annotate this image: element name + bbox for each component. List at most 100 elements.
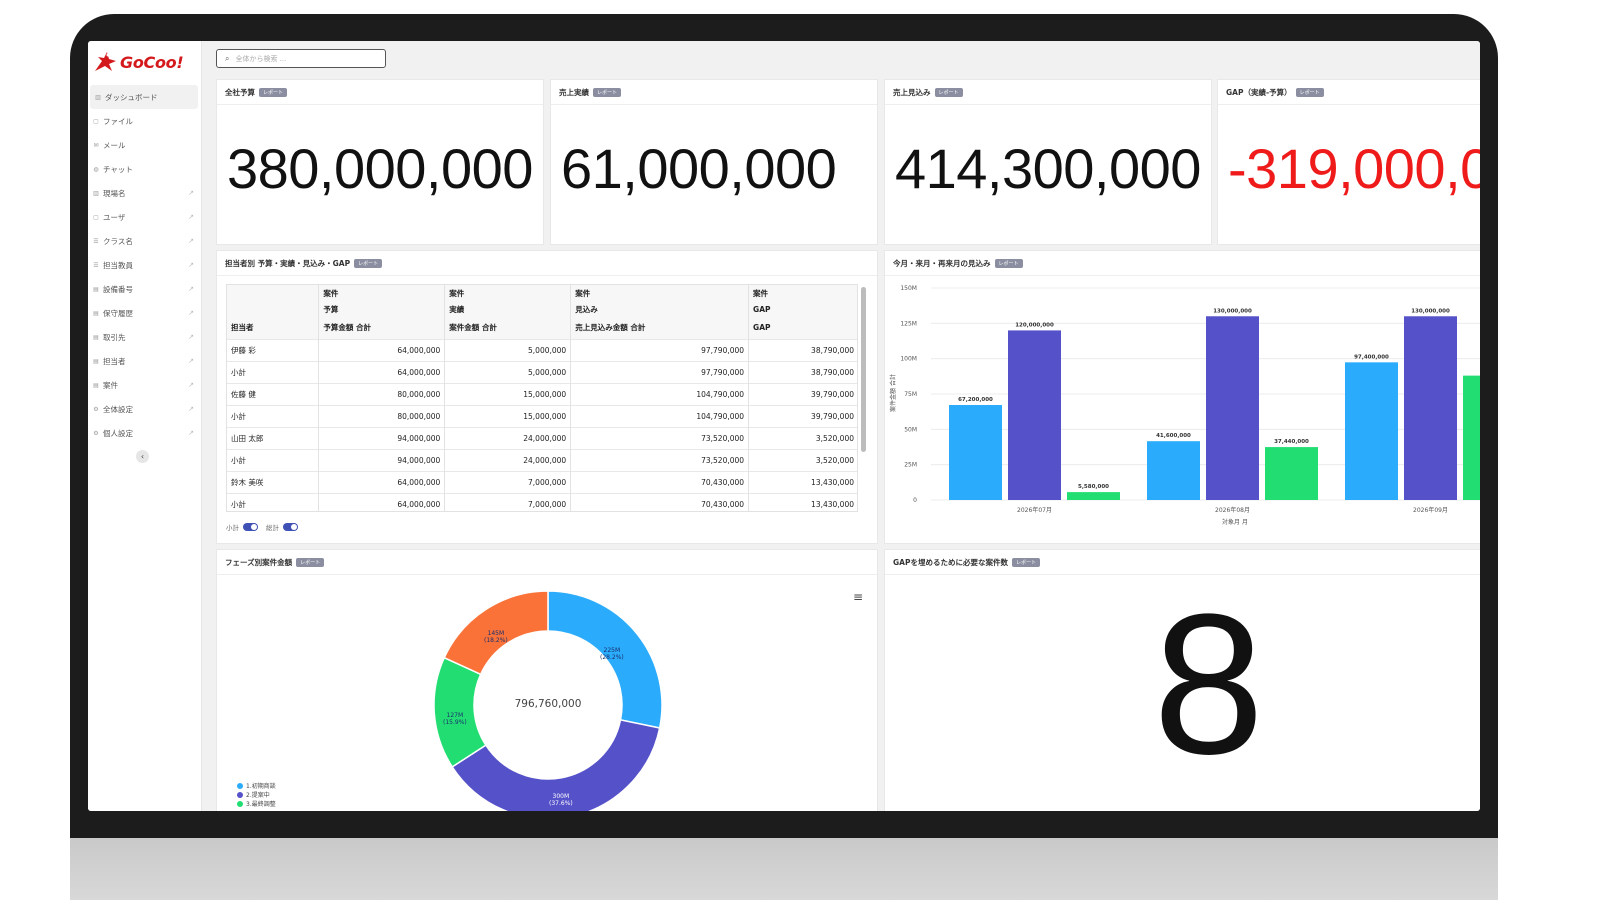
- column-header[interactable]: GAP: [748, 317, 857, 339]
- y-tick-label: 75M: [904, 391, 917, 398]
- table-row[interactable]: 佐藤 健 80,000,000 15,000,000 104,790,000 39,79…: [227, 382, 857, 405]
- column-header[interactable]: 案件金額 合計: [444, 317, 572, 339]
- external-link-icon[interactable]: ↗: [188, 429, 194, 437]
- external-link-icon[interactable]: ↗: [188, 285, 194, 293]
- external-link-icon[interactable]: ↗: [188, 237, 194, 245]
- report-badge[interactable]: レポート: [354, 259, 383, 268]
- kpi-card-budget: 全社予算 レポート 380,000,000: [216, 79, 544, 245]
- slice-label: 225M (28.2%): [600, 647, 624, 661]
- list-icon: ☰: [93, 237, 99, 245]
- x-axis-label: 対象月 月: [1222, 518, 1248, 526]
- sidebar-item[interactable]: ✉ メール: [88, 133, 202, 157]
- external-link-icon[interactable]: ↗: [188, 213, 194, 221]
- sidebar-item[interactable]: ▤ 設備番号 ↗: [88, 277, 202, 301]
- laptop-base: [70, 838, 1498, 900]
- sidebar-item-label: 担当者: [103, 356, 126, 366]
- report-badge[interactable]: レポート: [934, 88, 963, 97]
- row-name-cell: 山田 太郎: [227, 426, 320, 449]
- sidebar-item[interactable]: ▢ ファイル: [88, 109, 202, 133]
- table-row[interactable]: 山田 太郎 94,000,000 24,000,000 73,520,000 3,520…: [227, 426, 857, 449]
- donut-slice[interactable]: [451, 719, 661, 811]
- column-header[interactable]: 売上見込み金額 合計: [570, 317, 750, 339]
- external-link-icon[interactable]: ↗: [188, 333, 194, 341]
- kpi-title: 売上実績: [559, 88, 589, 97]
- sidebar-item[interactable]: ◍ チャット: [88, 157, 202, 181]
- bar-value-label: 5,580,000: [1078, 484, 1109, 490]
- y-tick-label: 100M: [900, 356, 917, 363]
- sidebar-item-label: 保守履歴: [103, 308, 133, 318]
- bar-chart-card: 今月・来月・再来月の見込み レポート 0 25M 50M 75M 100M 125M 150M…: [884, 250, 1480, 544]
- search-icon: ⌕: [225, 53, 230, 63]
- table-row[interactable]: 小計 64,000,000 7,000,000 70,430,000 13,430,00…: [227, 492, 857, 511]
- external-link-icon[interactable]: ↗: [188, 309, 194, 317]
- chart-menu-icon[interactable]: ≡: [852, 590, 863, 604]
- search-input[interactable]: ⌕ 全体から検索 ...: [216, 49, 386, 68]
- report-badge[interactable]: レポート: [1011, 558, 1040, 567]
- column-header[interactable]: 担当者: [227, 317, 320, 339]
- report-badge[interactable]: レポート: [259, 88, 288, 97]
- sidebar-item[interactable]: ☰ クラス名 ↗: [88, 229, 202, 253]
- bar: [1206, 316, 1259, 500]
- external-link-icon[interactable]: ↗: [188, 189, 194, 197]
- sidebar-item-label: 案件: [103, 380, 118, 390]
- list-icon: ☰: [93, 261, 99, 269]
- sidebar-item[interactable]: ▤ 保守履歴 ↗: [88, 301, 202, 325]
- toggle-subtotal[interactable]: [243, 523, 258, 531]
- table-row[interactable]: 小計 80,000,000 15,000,000 104,790,000 39,790,…: [227, 404, 857, 427]
- row-name-cell: 小計: [227, 360, 320, 383]
- report-badge[interactable]: レポート: [1295, 88, 1324, 97]
- sub-header: 見込み: [570, 301, 750, 317]
- sidebar-item[interactable]: ▥ 現場名 ↗: [88, 181, 202, 205]
- value-cell: 64,000,000: [318, 470, 446, 493]
- value-cell: 5,000,000: [444, 360, 572, 383]
- toggle-total[interactable]: [283, 523, 298, 531]
- value-cell: 64,000,000: [318, 492, 446, 511]
- donut-slice[interactable]: [443, 590, 549, 676]
- value-cell: 80,000,000: [318, 404, 446, 427]
- report-badge[interactable]: レポート: [593, 88, 622, 97]
- table-scrollbar[interactable]: [861, 287, 866, 452]
- report-badge[interactable]: レポート: [994, 259, 1023, 268]
- sidebar-item[interactable]: ▢ ユーザ ↗: [88, 205, 202, 229]
- top-bar: ⌕ 全体から検索 ...: [203, 41, 1480, 77]
- gear-icon: ⚙: [93, 429, 99, 437]
- bar-value-label: 130,000,000: [1213, 308, 1252, 314]
- legend-item[interactable]: 3.最終調整: [237, 799, 276, 808]
- y-tick-label: 25M: [904, 462, 917, 469]
- kpi-title: 売上見込み: [893, 88, 931, 97]
- doc-icon: ▤: [93, 381, 99, 389]
- app-logo[interactable]: GoCoo!: [92, 49, 184, 75]
- table-row[interactable]: 小計 94,000,000 24,000,000 73,520,000 3,520,00…: [227, 448, 857, 471]
- sidebar-item[interactable]: ▤ 案件 ↗: [88, 373, 202, 397]
- legend-item[interactable]: 1.初期商談: [237, 781, 276, 790]
- value-cell: 3,520,000: [748, 426, 857, 449]
- sidebar-item[interactable]: ▤ 取引先 ↗: [88, 325, 202, 349]
- table-row[interactable]: 鈴木 美咲 64,000,000 7,000,000 70,430,000 13,430…: [227, 470, 857, 493]
- external-link-icon[interactable]: ↗: [188, 357, 194, 365]
- value-cell: 94,000,000: [318, 448, 446, 471]
- row-name-cell: 小計: [227, 448, 320, 471]
- gear-icon: ⚙: [93, 405, 99, 413]
- sidebar-item[interactable]: ⚙ 全体設定 ↗: [88, 397, 202, 421]
- external-link-icon[interactable]: ↗: [188, 405, 194, 413]
- doc-icon: ▤: [93, 285, 99, 293]
- sidebar-item[interactable]: ▤ 担当者 ↗: [88, 349, 202, 373]
- sidebar-item[interactable]: ⚙ 個人設定 ↗: [88, 421, 202, 445]
- value-cell: 15,000,000: [444, 382, 572, 405]
- table-row[interactable]: 小計 64,000,000 5,000,000 97,790,000 38,790,00…: [227, 360, 857, 383]
- external-link-icon[interactable]: ↗: [188, 381, 194, 389]
- collapse-sidebar-button[interactable]: ‹: [136, 450, 149, 463]
- sidebar-item[interactable]: ▥ ダッシュボード: [90, 85, 198, 109]
- external-link-icon[interactable]: ↗: [188, 261, 194, 269]
- card-title: フェーズ別案件金額: [225, 558, 293, 567]
- donut-chart-card: フェーズ別案件金額 レポート ≡ 796,760,000 225M (28.2%) …: [216, 549, 878, 811]
- sidebar-item-label: ユーザ: [103, 212, 126, 222]
- group-header: 案件: [318, 285, 446, 301]
- table-row[interactable]: 伊藤 彩 64,000,000 5,000,000 97,790,000 38,790,…: [227, 338, 857, 361]
- sidebar-item-label: 担当教員: [103, 260, 133, 270]
- legend-item[interactable]: 2.提案中: [237, 790, 276, 799]
- sidebar-item[interactable]: ☰ 担当教員 ↗: [88, 253, 202, 277]
- value-cell: 97,790,000: [570, 360, 750, 383]
- column-header[interactable]: 予算金額 合計: [318, 317, 446, 339]
- report-badge[interactable]: レポート: [296, 558, 325, 567]
